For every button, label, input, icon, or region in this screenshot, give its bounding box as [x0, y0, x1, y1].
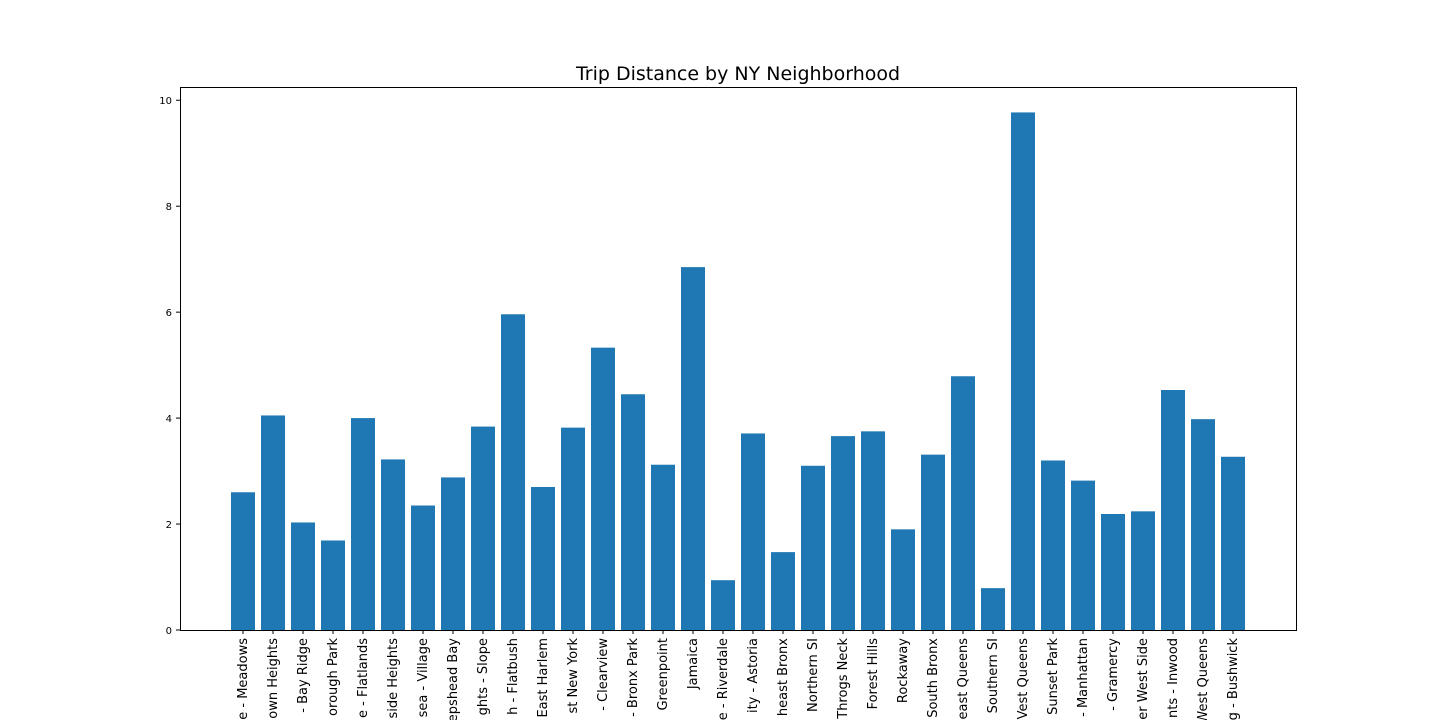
bar: [1071, 480, 1095, 630]
x-tick-label: - Bronx Park: [626, 638, 641, 717]
x-tick-label: Jamaica: [686, 638, 701, 690]
x-tick-label: ghts - Slope: [476, 638, 491, 715]
bar: [981, 588, 1005, 630]
bar: [471, 426, 495, 630]
y-axis: 0 2 4 6 8 10: [159, 96, 180, 637]
bar: [621, 394, 645, 630]
x-tick-label: epshead Bay: [446, 638, 461, 720]
x-tick-label: - Clearview: [596, 638, 611, 711]
bar: [321, 540, 345, 630]
bar: [1221, 456, 1245, 630]
x-tick-label: east Queens: [956, 638, 971, 720]
x-tick-label: ity - Astoria: [746, 638, 761, 713]
y-tick-label: 6: [166, 308, 172, 319]
x-tick-label: Southern SI: [986, 638, 1001, 713]
x-tick-label: side Heights: [386, 638, 401, 719]
bar: [921, 454, 945, 630]
y-tick-label: 4: [166, 414, 172, 425]
x-tick-label: South Bronx: [926, 638, 941, 718]
bar: [501, 314, 525, 630]
x-tick-label: own Heights: [266, 638, 281, 719]
chart-title: Trip Distance by NY Neighborhood: [575, 63, 900, 85]
y-tick-label: 8: [166, 202, 172, 213]
bar: [441, 477, 465, 630]
x-tick-label: heast Bronx: [776, 638, 791, 716]
bar: [651, 464, 675, 630]
x-tick-label: West Queens: [1196, 638, 1211, 720]
x-tick-label: h - Flatbush: [506, 638, 521, 715]
bar: [1161, 390, 1185, 630]
x-tick-label: e - Riverdale: [716, 638, 731, 720]
x-tick-label: Rockaway: [896, 638, 911, 703]
bar: [891, 529, 915, 630]
bar: [831, 436, 855, 630]
bar: [951, 376, 975, 630]
x-tick-label: Throgs Neck: [836, 638, 851, 720]
x-tick-label: er West Side: [1136, 638, 1151, 720]
bar: [1101, 513, 1125, 630]
x-tick-label: Vest Queens: [1016, 638, 1031, 720]
bar: [231, 492, 255, 630]
bars-group: [231, 112, 1245, 631]
x-tick-label: g - Bushwick: [1226, 638, 1241, 720]
y-tick-label: 0: [166, 626, 172, 637]
x-tick-label: Greenpoint: [656, 638, 671, 711]
bar: [741, 433, 765, 630]
x-tick-label: sea - Village: [416, 638, 431, 717]
x-axis: e - Meadows own Heights - Bay Ridge orough …: [236, 630, 1241, 720]
bar: [351, 418, 375, 630]
bar: [1011, 112, 1035, 631]
x-tick-label: East Harlem: [536, 638, 551, 718]
y-tick-label: 10: [159, 96, 172, 107]
bar: [261, 415, 285, 630]
x-tick-label: Forest Hills: [866, 638, 881, 710]
bar: [381, 459, 405, 630]
bar: [561, 427, 585, 630]
bar: [531, 486, 555, 630]
bar: [861, 431, 885, 630]
bar: [411, 505, 435, 630]
x-tick-label: st New York: [566, 638, 581, 714]
bar: [591, 347, 615, 630]
bar: [1191, 419, 1215, 630]
x-tick-label: Northern SI: [806, 638, 821, 712]
bar: [681, 267, 705, 630]
x-tick-label: - Bay Ridge: [296, 638, 311, 713]
plot-frame: [180, 87, 1297, 631]
y-tick-label: 2: [166, 520, 172, 531]
x-tick-label: e - Meadows: [236, 638, 251, 720]
bar: [1131, 511, 1155, 630]
x-tick-label: nts - Inwood: [1166, 638, 1181, 718]
x-tick-label: Sunset Park: [1046, 638, 1061, 715]
x-tick-label: - Gramercy: [1106, 638, 1121, 711]
bar: [711, 580, 735, 630]
x-tick-label: orough Park: [326, 638, 341, 716]
bar: [1041, 460, 1065, 630]
x-tick-label: e - Flatlands: [356, 638, 371, 718]
bar: [291, 522, 315, 630]
bar: [801, 465, 825, 630]
x-tick-label: - Manhattan: [1076, 638, 1091, 717]
bar: [771, 552, 795, 630]
